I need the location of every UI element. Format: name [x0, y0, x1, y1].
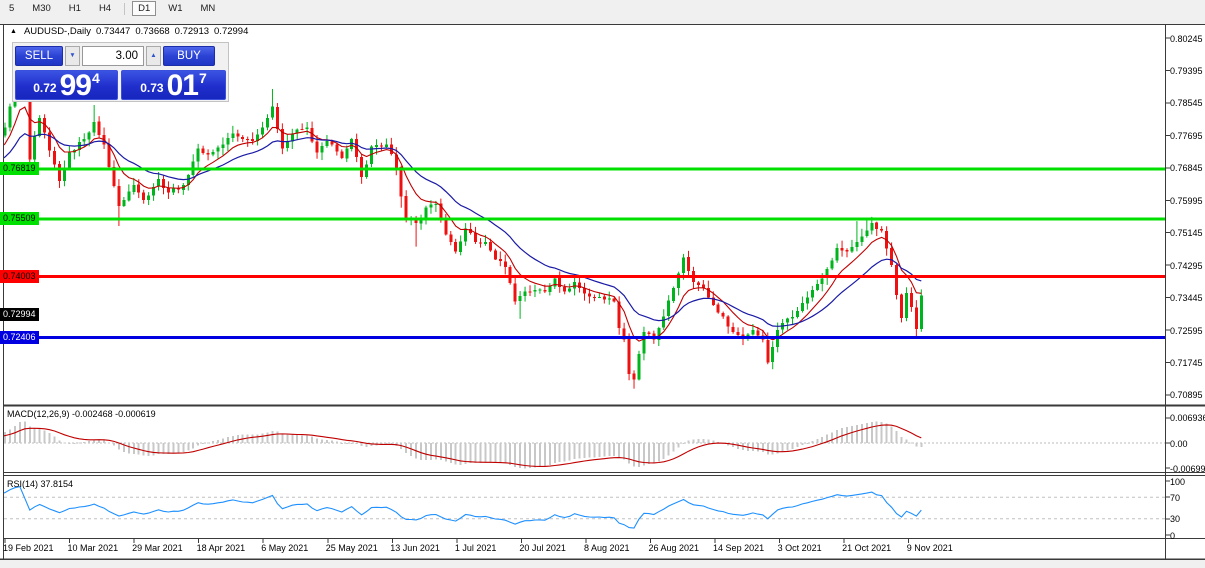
timeframe-button-D1[interactable]: D1	[132, 1, 157, 16]
macd-axis-tick-label: 0.006936	[1170, 413, 1205, 424]
timeframe-button-H4[interactable]: H4	[98, 3, 112, 14]
sell-price-small: 0.72	[33, 81, 57, 95]
price-axis-tick-label: 0.79395	[1170, 65, 1203, 76]
buy-price-sup: 7	[198, 70, 207, 86]
rsi-name: RSI(14)	[7, 479, 39, 489]
window-bottom-strip	[0, 560, 1205, 568]
timeframe-button-MN[interactable]: MN	[200, 3, 216, 14]
sell-price-big: 99	[59, 69, 92, 102]
price-axis-tick-label: 0.80245	[1170, 33, 1203, 44]
price-axis-tick-label: 0.74295	[1170, 260, 1203, 271]
price-axis-tick-label: 0.77695	[1170, 130, 1203, 141]
rsi-value: 37.8154	[40, 479, 74, 489]
date-axis-label: 10 Mar 2021	[67, 543, 119, 553]
triangle-up-icon: ▲	[150, 52, 157, 59]
price-axis-tick-label: 0.76845	[1170, 163, 1203, 174]
collapse-trade-panel-icon[interactable]: ▲	[10, 28, 17, 35]
price-line-label-0.72994: 0.72994	[0, 308, 39, 322]
date-axis-label: 8 Aug 2021	[583, 543, 630, 553]
date-axis-label: 19 Feb 2021	[3, 543, 54, 553]
macd-name: MACD(12,26,9)	[7, 409, 70, 419]
price-axis-tick-label: 0.70895	[1170, 390, 1203, 401]
date-axis-label: 13 Jun 2021	[390, 543, 440, 553]
triangle-down-icon: ▼	[69, 52, 76, 59]
price-axis-tick-label: 0.73445	[1170, 293, 1203, 304]
date-axis-label: 18 Apr 2021	[196, 543, 246, 553]
rsi-axis-tick-label: 30	[1170, 514, 1181, 525]
volume-increase-button[interactable]: ▲	[146, 46, 161, 66]
rsi-axis-tick-label: 100	[1170, 476, 1186, 487]
chart-title-row: ▲ AUDUSD-,Daily 0.73447 0.73668 0.72913 …	[10, 26, 248, 37]
timeframe-button-5[interactable]: 5	[9, 3, 15, 14]
date-axis-label: 25 May 2021	[325, 543, 378, 553]
macd-values: -0.002468 -0.000619	[72, 409, 156, 419]
volume-decrease-button[interactable]: ▼	[65, 46, 80, 66]
one-click-trading-panel: SELL ▼ ▲ BUY 0.72 99 4 0.73 01 7	[12, 42, 229, 102]
price-axis-tick-label: 0.78545	[1170, 98, 1203, 109]
date-axis-label: 26 Aug 2021	[648, 543, 700, 553]
date-axis-label: 20 Jul 2021	[519, 543, 566, 553]
date-axis-label: 3 Oct 2021	[777, 543, 822, 553]
volume-input[interactable]	[82, 46, 144, 66]
price-axis-tick-label: 0.75995	[1170, 195, 1203, 206]
rsi-axis-tick-label: 0	[1170, 530, 1176, 541]
buy-price-display[interactable]: 0.73 01 7	[121, 69, 226, 102]
toolbar-spacer	[0, 17, 1205, 25]
date-axis-label: 14 Sep 2021	[713, 543, 765, 553]
price-line-label-0.74003: 0.74003	[0, 269, 39, 283]
rsi-indicator-label: RSI(14) 37.8154	[7, 479, 73, 489]
ohlc-open: 0.73447	[95, 26, 131, 37]
ohlc-close: 0.72994	[214, 26, 249, 37]
date-axis-label: 1 Jul 2021	[454, 543, 497, 553]
toolbar-separator	[124, 2, 126, 15]
macd-axis-tick-label: -0.00699	[1170, 463, 1205, 474]
buy-price-big: 01	[166, 69, 199, 102]
price-line-label-0.76819: 0.76819	[0, 162, 39, 176]
timeframe-button-H1[interactable]: H1	[68, 3, 81, 14]
price-line-label-0.75509: 0.75509	[0, 212, 39, 226]
timeframe-button-M30[interactable]: M30	[32, 3, 51, 14]
price-axis-tick-label: 0.75145	[1170, 228, 1203, 239]
date-axis-label: 9 Nov 2021	[906, 543, 953, 553]
ohlc-high: 0.73668	[135, 26, 170, 37]
price-line-label-0.72406: 0.72406	[0, 330, 39, 344]
ohlc-low: 0.72913	[174, 26, 210, 37]
sell-price-display[interactable]: 0.72 99 4	[15, 69, 118, 102]
symbol-title: AUDUSD-,Daily	[23, 26, 91, 37]
macd-axis-tick-label: 0.00	[1170, 438, 1188, 449]
rsi-axis-tick-label: 70	[1170, 492, 1181, 503]
price-axis-tick-label: 0.71745	[1170, 358, 1203, 369]
macd-indicator-label: MACD(12,26,9) -0.002468 -0.000619	[7, 409, 156, 419]
date-axis-label: 29 Mar 2021	[132, 543, 183, 553]
date-axis-label: 6 May 2021	[261, 543, 309, 553]
sell-button[interactable]: SELL	[15, 46, 63, 66]
date-axis-label: 21 Oct 2021	[842, 543, 892, 553]
price-axis-tick-label: 0.72595	[1170, 325, 1203, 336]
sell-price-sup: 4	[91, 70, 100, 86]
buy-button[interactable]: BUY	[163, 46, 215, 66]
buy-price-small: 0.73	[140, 81, 164, 95]
timeframe-button-W1[interactable]: W1	[168, 3, 183, 14]
